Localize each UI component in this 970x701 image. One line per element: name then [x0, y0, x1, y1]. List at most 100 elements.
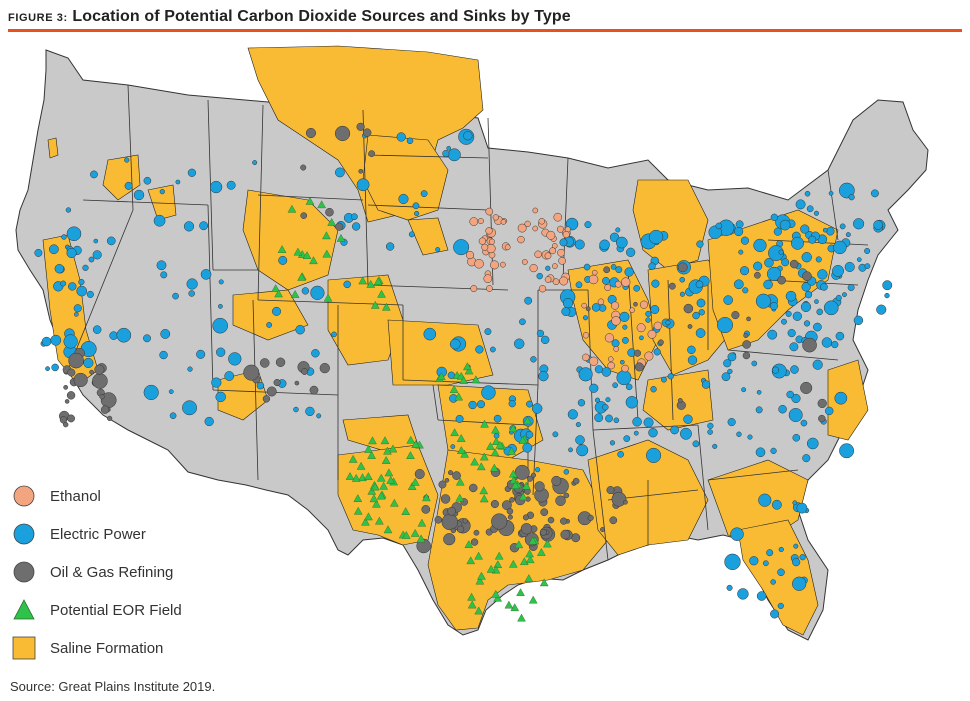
- electric-facility-marker: [770, 213, 779, 221]
- state-border-line: [827, 169, 839, 241]
- electric-facility-marker: [591, 303, 601, 312]
- electric-facility-marker: [749, 556, 759, 566]
- electric-facility-marker: [726, 584, 733, 591]
- electric-facility-marker: [109, 331, 118, 340]
- electric-facility-marker: [385, 242, 395, 251]
- eor-field-marker: [474, 606, 484, 615]
- electric-facility-marker: [508, 400, 516, 408]
- saline-formation: [47, 137, 59, 159]
- electric-facility-marker: [574, 239, 585, 250]
- electric-facility-marker: [226, 180, 236, 190]
- refining-facility-marker: [520, 523, 533, 535]
- eor-field-marker: [390, 498, 399, 507]
- electric-facility-marker: [764, 257, 774, 268]
- refining-facility-marker: [319, 362, 330, 374]
- eor-field-marker: [410, 528, 420, 537]
- eor-field-marker: [490, 448, 500, 457]
- electric-facility-marker: [442, 150, 450, 158]
- eor-field-marker: [508, 424, 518, 433]
- eor-field-marker: [450, 428, 459, 437]
- electric-facility-marker: [733, 279, 744, 290]
- electric-facility-marker: [727, 368, 733, 375]
- electric-facility-marker: [582, 315, 588, 321]
- ethanol-facility-marker: [546, 230, 556, 240]
- electric-facility-marker: [844, 261, 855, 272]
- electric-facility-marker: [513, 338, 525, 349]
- electric-facility-marker: [423, 327, 437, 341]
- electric-facility-marker: [742, 287, 749, 294]
- ethanol-facility-marker: [532, 225, 539, 232]
- electric-facility-marker: [540, 335, 550, 345]
- electric-facility-marker: [698, 309, 705, 316]
- electric-facility-marker: [196, 349, 206, 359]
- eor-field-marker: [364, 472, 373, 480]
- ethanol-facility-marker: [499, 261, 506, 268]
- eor-field-marker: [370, 482, 380, 491]
- refining-facility-marker: [266, 386, 277, 397]
- electric-facility-marker: [696, 298, 706, 308]
- eor-field-marker: [356, 461, 366, 470]
- eor-field-marker: [345, 472, 355, 480]
- electric-facility-marker: [781, 318, 787, 325]
- electric-facility-marker: [406, 137, 414, 145]
- electric-facility-marker: [49, 244, 59, 255]
- eor-field-marker: [274, 289, 283, 298]
- electric-facility-marker: [773, 227, 782, 236]
- electric-facility-marker: [143, 384, 159, 401]
- eor-field-marker: [358, 276, 368, 285]
- state-border-line: [432, 384, 439, 421]
- refining-facility-marker: [527, 475, 534, 482]
- eor-field-marker: [464, 540, 474, 548]
- electric-facility-marker: [842, 292, 847, 298]
- electric-facility-marker: [884, 292, 890, 299]
- ethanol-facility-marker: [562, 231, 570, 239]
- ethanol-facility-marker: [481, 243, 489, 251]
- electric-facility-marker: [825, 406, 834, 416]
- refining-facility-marker: [469, 483, 478, 493]
- eor-field-marker: [476, 462, 486, 471]
- electric-facility-marker: [124, 157, 130, 163]
- legend-item-ethanol: Ethanol: [12, 484, 212, 508]
- electric-facility-marker: [756, 591, 767, 601]
- ethanol-facility-marker: [517, 223, 527, 233]
- ethanol-facility-marker: [588, 274, 599, 285]
- electric-facility-marker: [76, 285, 88, 297]
- electric-facility-marker: [692, 440, 700, 448]
- electric-facility-marker: [575, 281, 583, 289]
- electric-facility-marker: [756, 389, 762, 395]
- eor-field-marker: [384, 468, 394, 477]
- state-border-line: [592, 424, 699, 431]
- ethanol-facility-marker: [470, 285, 478, 293]
- electric-facility-marker: [252, 160, 258, 166]
- refining-facility-marker: [67, 368, 76, 377]
- refining-facility-marker: [560, 517, 568, 525]
- electric-facility-marker: [792, 500, 798, 506]
- electric-facility-marker: [568, 447, 573, 453]
- electric-facility-marker: [272, 306, 282, 316]
- refining-symbol-icon: [13, 561, 35, 583]
- eor-field-marker: [379, 481, 389, 490]
- saline-formation: [407, 217, 449, 256]
- electric-facility-marker: [204, 416, 214, 427]
- electric-facility-marker: [619, 311, 630, 322]
- state-border-line: [362, 109, 369, 286]
- electric-facility-marker: [538, 371, 549, 382]
- refining-facility-marker: [501, 500, 512, 511]
- legend-item-saline-formation: Saline Formation: [12, 636, 212, 660]
- electric-facility-marker: [310, 285, 325, 300]
- eor-field-marker: [479, 494, 489, 503]
- electric-facility-marker: [712, 443, 718, 449]
- electric-facility-marker: [799, 554, 806, 561]
- refining-facility-marker: [450, 527, 457, 534]
- electric-facility-marker: [187, 366, 193, 372]
- electric-facility-marker: [301, 287, 310, 295]
- eor-field-marker: [449, 385, 459, 393]
- electric-facility-marker: [766, 266, 782, 281]
- state-border-line: [402, 379, 539, 386]
- electric-facility-marker: [768, 245, 784, 262]
- refining-facility-marker: [603, 266, 611, 274]
- ethanol-facility-marker: [549, 247, 556, 255]
- refining-facility-marker: [507, 514, 513, 520]
- eor-field-marker: [537, 547, 546, 556]
- refining-facility-marker: [540, 508, 549, 517]
